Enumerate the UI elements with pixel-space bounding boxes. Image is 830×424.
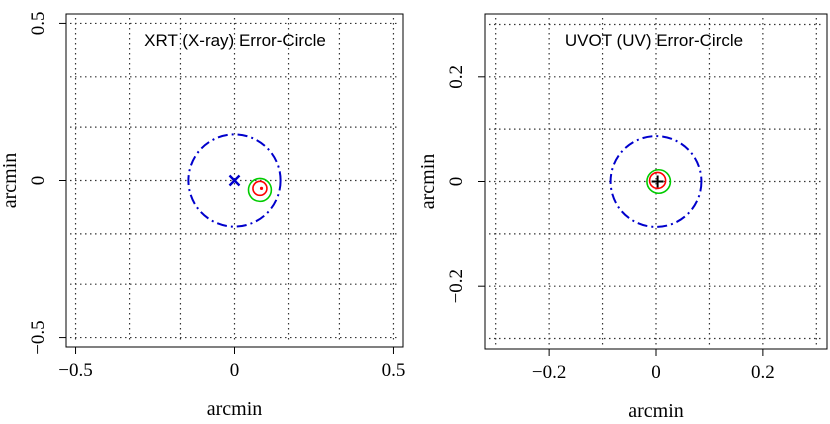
y-tick-label: −0.5: [28, 320, 49, 354]
y-axis-label: arcmin: [417, 154, 439, 210]
panel-2: −0.2 0 0.2 −0.2 0 0.2 arcmin arcmin UVOT (UV) Er…: [417, 13, 828, 422]
error-circle-0: [187, 133, 282, 228]
red-circle-2: [648, 171, 667, 190]
x-tick-label: −0.5: [58, 360, 92, 381]
x-tick-label: 0: [651, 362, 661, 383]
error-circle-0: [609, 135, 703, 228]
x-tick-label: 0.5: [382, 360, 406, 381]
x-axis-label: arcmin: [628, 400, 684, 422]
x-marker: [228, 174, 241, 187]
y-tick-label: 0.5: [28, 12, 49, 36]
y-tick-label: 0.2: [446, 65, 467, 89]
x-tick-label: −0.2: [532, 362, 566, 383]
panel-title: XRT (X-ray) Error-Circle: [144, 31, 326, 50]
green-circle-1: [646, 168, 672, 195]
y-axis-label: arcmin: [0, 153, 21, 209]
panel-1: −0.5 0 0.5 −0.5 0 0.5 arcmin arcmin XRT (X-ray) …: [0, 12, 405, 420]
plus-marker: [651, 175, 664, 188]
x-tick-label: 0.2: [751, 362, 775, 383]
panel-title: UVOT (UV) Error-Circle: [565, 31, 743, 50]
dot-marker: [259, 186, 264, 190]
x-tick-label: 0: [230, 360, 240, 381]
green-circle-1: [247, 177, 273, 203]
red-circle-2: [252, 180, 268, 197]
y-tick-label: −0.2: [446, 269, 467, 303]
y-tick-label: 0: [28, 176, 49, 186]
y-tick-label: 0: [446, 177, 467, 187]
plot-data: [187, 133, 282, 228]
x-axis-label: arcmin: [207, 398, 263, 420]
plot-data: [609, 135, 703, 228]
